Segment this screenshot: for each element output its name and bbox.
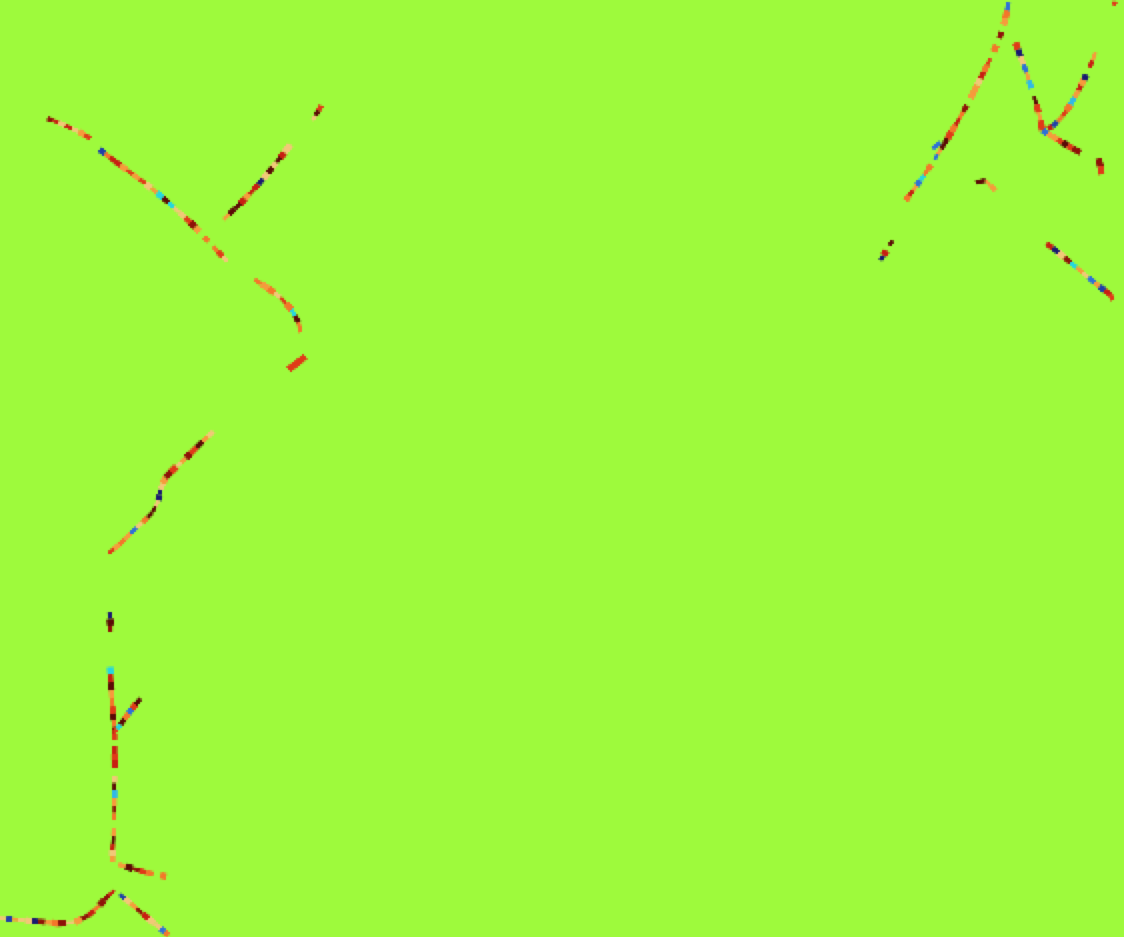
- network-overlay-canvas: [0, 0, 1124, 937]
- visualization-canvas: [0, 0, 1124, 937]
